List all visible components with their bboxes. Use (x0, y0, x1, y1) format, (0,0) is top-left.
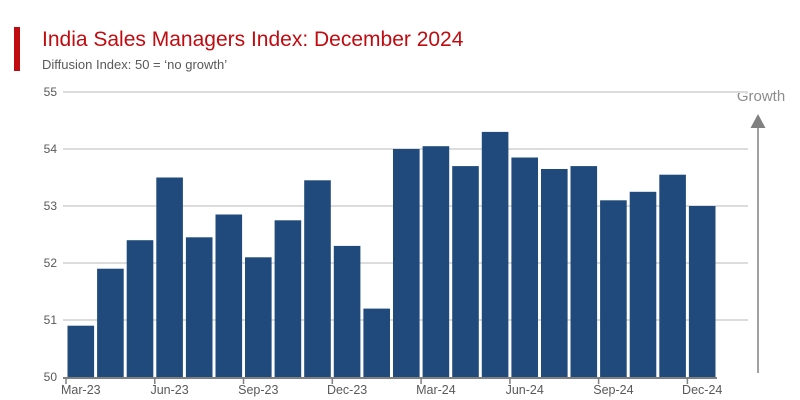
x-axis-label-Mar-24: Mar-24 (416, 383, 456, 397)
x-axis-label-Sep-23: Sep-23 (238, 383, 278, 397)
bar-Feb-24 (393, 149, 420, 377)
bar-Sep-24 (600, 200, 627, 377)
bar-Jan-24 (363, 308, 390, 377)
bar-Mar-24 (422, 146, 450, 377)
growth-annotation-label: Growth (737, 88, 785, 105)
y-axis-label-53: 53 (44, 199, 58, 213)
growth-arrow-head-icon (750, 114, 766, 128)
bar-May-24 (481, 131, 509, 377)
y-axis-label-52: 52 (44, 256, 58, 270)
bar-Jun-24 (511, 157, 538, 377)
bar-Mar-23 (67, 325, 95, 377)
x-axis-label-Jun-24: Jun-24 (506, 383, 544, 397)
y-axis-label-54: 54 (44, 142, 58, 156)
x-axis-label-Jun-23: Jun-23 (150, 383, 188, 397)
bar-Nov-24 (659, 174, 686, 377)
x-axis-label-Sep-24: Sep-24 (593, 383, 633, 397)
x-axis-label-Dec-23: Dec-23 (327, 383, 367, 397)
page-subtitle: Diffusion Index: 50 = ‘no growth’ (42, 57, 228, 72)
bar-Aug-23 (215, 214, 243, 377)
bar-Oct-24 (629, 191, 657, 378)
x-axis-label-Dec-24: Dec-24 (682, 383, 722, 397)
bar-Nov-23 (304, 180, 331, 377)
y-axis-label-55: 55 (44, 85, 58, 99)
page-title: India Sales Managers Index: December 202… (42, 28, 464, 51)
bar-Jul-24 (541, 169, 568, 377)
bar-Apr-24 (452, 166, 479, 377)
bar-Dec-24 (688, 206, 716, 377)
y-axis-label-50: 50 (44, 370, 58, 384)
title-accent-bar (14, 27, 20, 71)
bar-Oct-23 (274, 220, 302, 378)
bar-Apr-23 (97, 268, 124, 377)
bar-May-23 (126, 240, 154, 377)
x-axis-label-Mar-23: Mar-23 (61, 383, 101, 397)
y-axis-label-51: 51 (44, 313, 58, 327)
bar-Jun-23 (156, 177, 183, 377)
bar-Jul-23 (185, 237, 213, 377)
bar-Aug-24 (570, 166, 598, 377)
bar-Dec-23 (333, 245, 361, 377)
bar-Sep-23 (245, 257, 272, 377)
